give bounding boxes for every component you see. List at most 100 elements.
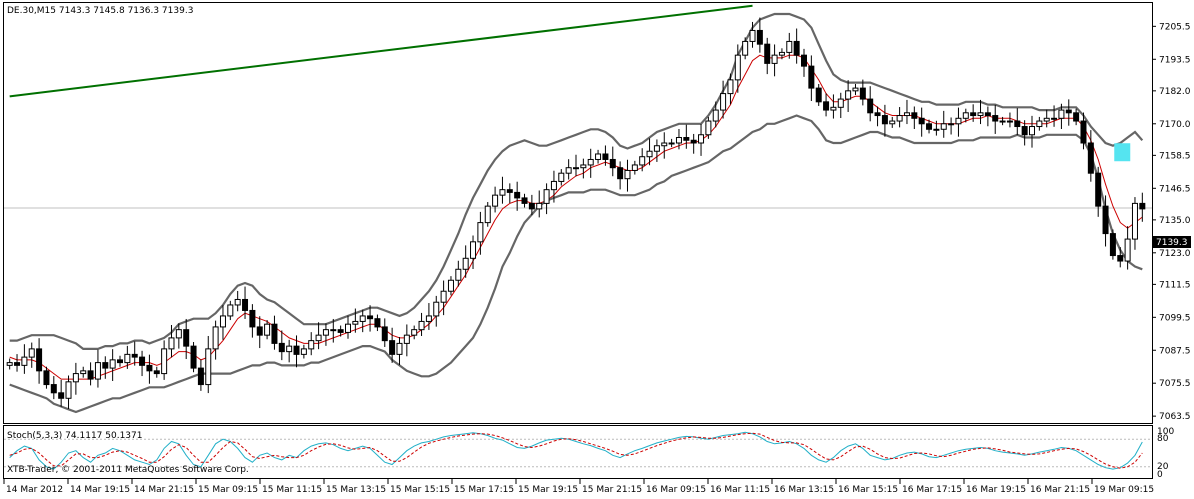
candle-up [624,169,631,180]
candle-up [675,137,682,144]
candle [955,107,962,137]
price-tick-label: 7205.5 [1159,22,1191,32]
candle-down [764,43,771,64]
candle [639,148,646,172]
candle [411,325,418,340]
candle-up [72,373,79,383]
candle-up [595,153,602,160]
candle [690,133,697,154]
stoch-main-line [9,431,1143,470]
candle-up [999,120,1006,123]
candle [889,116,896,128]
candle-down [389,340,396,355]
candle-up [742,40,749,56]
candle-up [447,279,454,292]
stoch-level-20: 20 [1157,462,1169,472]
candle [492,186,499,213]
candle [447,276,454,296]
copyright-label: XTB-Trader, © 2001-2011 MetaQuotes Softw… [7,465,249,475]
candle [477,211,484,255]
candle-down [984,112,991,117]
stoch-layer [4,431,1152,470]
candle [205,335,212,394]
candle [852,83,859,95]
candle [161,340,168,380]
candle [801,48,807,77]
candle-up [227,304,234,317]
candle-down [1087,142,1094,174]
candle [396,337,403,366]
candle [587,148,594,178]
candle [433,295,440,327]
candle-up [565,167,572,174]
candle-down [808,65,815,89]
candle [617,161,624,190]
candle [1109,229,1116,260]
candle-down [87,370,94,380]
time-tick-label: 14 Mar 19:15 [70,485,130,495]
candle-up [418,320,425,331]
candle-up [80,370,87,375]
candle-up [1036,120,1043,128]
candle [764,37,771,75]
candle [1073,108,1080,126]
time-tick-label: 16 Mar 13:15 [774,485,834,495]
candle-up [1051,117,1058,120]
candle-up [462,257,469,270]
candle [242,286,249,319]
candle-up [477,222,484,243]
candle-down [793,40,800,56]
candle [1095,166,1102,217]
candle [1139,192,1146,222]
candle-down [293,345,300,355]
candle-up [852,87,859,92]
candle [896,107,903,128]
stoch-level-80: 80 [1157,434,1169,444]
candle-down [1139,202,1146,210]
candle [859,79,866,106]
candle [367,305,374,332]
candle [124,345,131,369]
candle-down [249,309,256,328]
candle [793,28,800,64]
candle [153,366,160,378]
time-tick-label: 14 Mar 21:15 [134,485,194,495]
candle [668,138,675,148]
candle [6,358,13,370]
candle [146,354,153,384]
time-tick-label: 16 Mar 09:15 [646,485,706,495]
candle [455,260,462,287]
candle-up [124,353,131,364]
candle-down [756,29,763,45]
candle-up [433,301,440,317]
candle-down [823,101,830,111]
candle [911,106,918,129]
candle [330,318,337,343]
candle-down [1073,112,1080,122]
stoch-signal-line [9,432,1143,469]
candle-down [14,362,21,366]
candle [28,342,35,368]
candle-up [845,90,852,100]
candle [506,183,513,204]
price-tick-label: 7182.0 [1159,87,1191,97]
candle-up [315,334,322,342]
candle [359,309,366,333]
candle-up [6,362,13,366]
candle [131,341,138,366]
candle [940,110,947,138]
candle-up [1124,238,1131,262]
candle-up [455,268,462,281]
price-tick-label: 7063.5 [1159,412,1191,422]
candle-down [926,123,933,130]
candle-up [631,164,638,171]
candle [756,17,763,53]
candle [300,344,307,359]
candle [36,338,43,384]
candle-up [580,164,587,169]
candle [926,119,933,134]
candle [749,21,756,48]
candle-down [911,112,918,119]
